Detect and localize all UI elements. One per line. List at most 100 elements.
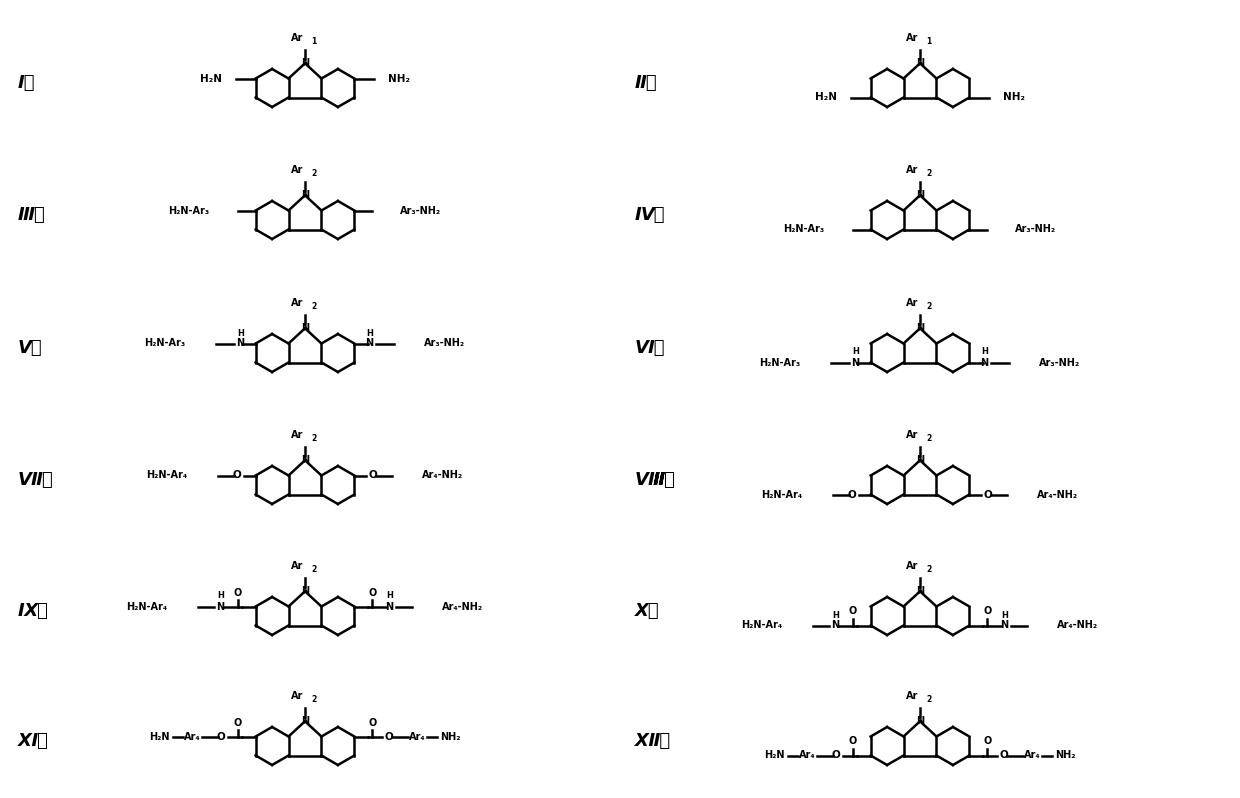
Text: H₂N: H₂N (149, 732, 170, 741)
Text: N: N (301, 190, 309, 200)
Text: N: N (301, 58, 309, 69)
Text: Ⅻ：: Ⅻ： (635, 732, 671, 750)
Text: O: O (217, 732, 226, 741)
Text: Ⅰ：: Ⅰ： (19, 74, 36, 92)
Text: Ⅴ：: Ⅴ： (19, 339, 42, 357)
Text: Ⅺ：: Ⅺ： (19, 732, 48, 750)
Text: 2: 2 (926, 565, 931, 575)
Text: Ar₃-NH₂: Ar₃-NH₂ (424, 338, 465, 349)
Text: Ⅲ：: Ⅲ： (19, 206, 46, 224)
Text: H: H (832, 610, 839, 619)
Text: O: O (983, 489, 992, 500)
Text: Ar₄: Ar₄ (799, 750, 816, 760)
Text: N: N (981, 358, 988, 368)
Text: Ar: Ar (290, 298, 303, 308)
Text: 2: 2 (926, 695, 931, 705)
Text: O: O (384, 732, 393, 741)
Text: O: O (983, 606, 992, 617)
Text: Ar: Ar (905, 34, 918, 43)
Text: Ar₃-NH₂: Ar₃-NH₂ (1016, 224, 1056, 235)
Text: NH₂: NH₂ (1003, 93, 1025, 102)
Text: H₂N-Ar₃: H₂N-Ar₃ (760, 358, 801, 368)
Text: H: H (852, 347, 859, 357)
Text: 2: 2 (311, 695, 316, 705)
Text: 2: 2 (311, 434, 316, 444)
Text: Ar₄-NH₂: Ar₄-NH₂ (1058, 621, 1099, 630)
Text: H₂N-Ar₃: H₂N-Ar₃ (145, 338, 186, 349)
Text: O: O (233, 717, 242, 728)
Text: N: N (916, 717, 924, 726)
Text: N: N (301, 456, 309, 465)
Text: O: O (848, 606, 857, 617)
Text: Ar₄: Ar₄ (184, 732, 201, 741)
Text: Ar: Ar (905, 561, 918, 571)
Text: NH₂: NH₂ (388, 73, 410, 84)
Text: 2: 2 (926, 169, 931, 178)
Text: Ⅵ：: Ⅵ： (635, 339, 666, 357)
Text: Ar₄-NH₂: Ar₄-NH₂ (1038, 489, 1079, 500)
Text: 2: 2 (311, 302, 316, 311)
Text: N: N (301, 323, 309, 334)
Text: N: N (301, 717, 309, 726)
Text: Ⅹ：: Ⅹ： (635, 602, 660, 620)
Text: H₂N: H₂N (200, 73, 222, 84)
Text: 2: 2 (311, 565, 316, 575)
Text: 2: 2 (311, 169, 316, 178)
Text: H: H (217, 591, 224, 601)
Text: O: O (233, 471, 242, 480)
Text: H: H (1001, 610, 1008, 619)
Text: N: N (916, 323, 924, 334)
Text: H₂N: H₂N (764, 750, 785, 760)
Text: H: H (366, 329, 373, 338)
Text: O: O (999, 750, 1008, 760)
Text: Ar: Ar (290, 691, 303, 701)
Text: NH₂: NH₂ (1055, 750, 1076, 760)
Text: Ar: Ar (905, 165, 918, 176)
Text: N: N (237, 338, 244, 349)
Text: Ar: Ar (290, 165, 303, 176)
Text: N: N (916, 190, 924, 200)
Text: H₂N-Ar₄: H₂N-Ar₄ (761, 489, 802, 500)
Text: Ar: Ar (290, 430, 303, 440)
Text: H₂N-Ar₄: H₂N-Ar₄ (742, 621, 782, 630)
Text: Ⅸ：: Ⅸ： (19, 602, 48, 620)
Text: Ⅳ：: Ⅳ： (635, 206, 666, 224)
Text: Ar₄-NH₂: Ar₄-NH₂ (443, 602, 484, 611)
Text: 1: 1 (926, 38, 931, 46)
Text: H₂N-Ar₃: H₂N-Ar₃ (784, 224, 825, 235)
Text: 2: 2 (926, 434, 931, 444)
Text: N: N (1001, 621, 1008, 630)
Text: Ar: Ar (290, 561, 303, 571)
Text: N: N (916, 456, 924, 465)
Text: Ⅷ：: Ⅷ： (635, 471, 676, 489)
Text: O: O (368, 471, 377, 480)
Text: 1: 1 (311, 38, 316, 46)
Text: H₂N-Ar₃: H₂N-Ar₃ (169, 206, 210, 215)
Text: Ar₃-NH₂: Ar₃-NH₂ (1039, 358, 1080, 368)
Text: H₂N-Ar₄: H₂N-Ar₄ (146, 471, 187, 480)
Text: N: N (852, 358, 859, 368)
Text: NH₂: NH₂ (440, 732, 461, 741)
Text: Ar: Ar (905, 691, 918, 701)
Text: Ar: Ar (290, 34, 303, 43)
Text: H: H (981, 347, 988, 357)
Text: Ar₄: Ar₄ (409, 732, 427, 741)
Text: O: O (233, 587, 242, 598)
Text: H₂N-Ar₄: H₂N-Ar₄ (126, 602, 167, 611)
Text: Ⅱ：: Ⅱ： (635, 74, 657, 92)
Text: O: O (848, 489, 857, 500)
Text: H₂N: H₂N (815, 93, 837, 102)
Text: O: O (983, 737, 992, 746)
Text: H: H (237, 329, 244, 338)
Text: N: N (916, 58, 924, 69)
Text: N: N (301, 587, 309, 596)
Text: O: O (832, 750, 841, 760)
Text: N: N (916, 587, 924, 596)
Text: O: O (368, 717, 377, 728)
Text: O: O (848, 737, 857, 746)
Text: N: N (386, 602, 393, 611)
Text: N: N (217, 602, 224, 611)
Text: Ar₄: Ar₄ (1024, 750, 1042, 760)
Text: N: N (366, 338, 373, 349)
Text: O: O (368, 587, 377, 598)
